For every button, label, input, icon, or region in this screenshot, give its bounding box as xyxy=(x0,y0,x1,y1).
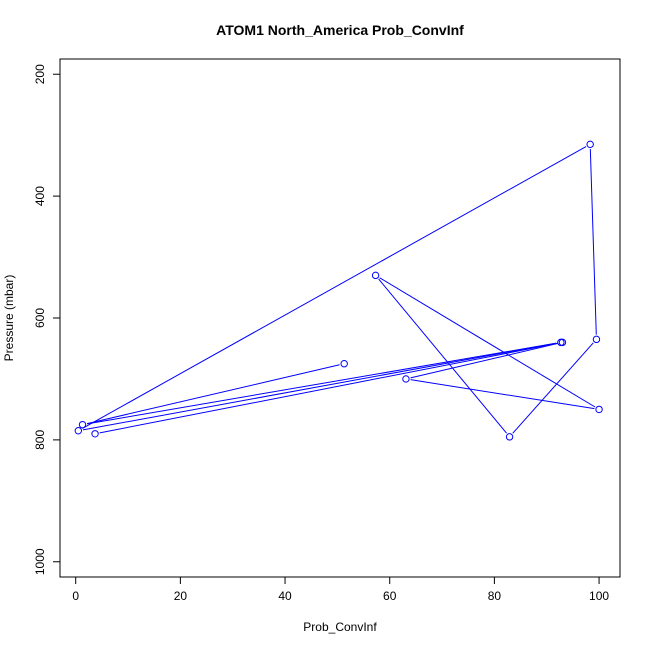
series-0-point-4 xyxy=(586,140,594,149)
x-tick-label-2: 40 xyxy=(278,589,292,603)
series-0-segment-3 xyxy=(82,146,587,429)
series-0-segment-7 xyxy=(379,277,596,408)
x-tick-label-4: 80 xyxy=(488,589,502,603)
y-tick-label-2: 600 xyxy=(33,308,47,328)
series-0-segment-5 xyxy=(512,342,594,434)
series-0-segment-4 xyxy=(589,148,597,335)
series-0-segment-6 xyxy=(378,278,507,434)
series-0-segment-10 xyxy=(99,342,558,434)
x-tick-label-0: 0 xyxy=(72,589,79,603)
series-0-segment-9 xyxy=(410,342,558,379)
series-0-point-6 xyxy=(505,433,514,441)
y-tick-label-3: 800 xyxy=(33,430,47,450)
series-0-segment-8 xyxy=(410,379,595,410)
series-0-segment-2 xyxy=(82,342,557,431)
series-0-point-5 xyxy=(592,335,601,344)
y-axis: 200 400 600 800 1000 xyxy=(33,64,61,575)
x-axis-label: Prob_ConvInf xyxy=(303,620,377,634)
y-tick-label-4: 1000 xyxy=(33,548,47,575)
series-0-point-0 xyxy=(340,360,348,368)
series-0-segment-1 xyxy=(87,342,557,425)
series-0-point-7 xyxy=(371,271,380,280)
series-0-point-3 xyxy=(74,427,83,435)
x-tick-label-1: 20 xyxy=(174,589,188,603)
series-0-point-9 xyxy=(402,375,410,383)
y-tick-label-1: 400 xyxy=(33,186,47,206)
chart-title: ATOM1 North_America Prob_ConvInf xyxy=(216,22,464,38)
series-0-segment-0 xyxy=(86,364,340,425)
series-0-point-10 xyxy=(558,338,567,347)
y-axis-label: Pressure (mbar) xyxy=(2,275,16,362)
series-0-point-8 xyxy=(595,405,603,414)
x-tick-label-5: 100 xyxy=(589,589,609,603)
x-tick-label-3: 60 xyxy=(383,589,397,603)
plot-frame xyxy=(59,58,621,578)
y-tick-label-0: 200 xyxy=(33,64,47,84)
x-axis: 0 20 40 60 80 100 xyxy=(72,576,609,603)
series-0-point-1 xyxy=(78,420,87,429)
series-layer xyxy=(74,140,603,441)
series-0-point-11 xyxy=(91,430,99,438)
